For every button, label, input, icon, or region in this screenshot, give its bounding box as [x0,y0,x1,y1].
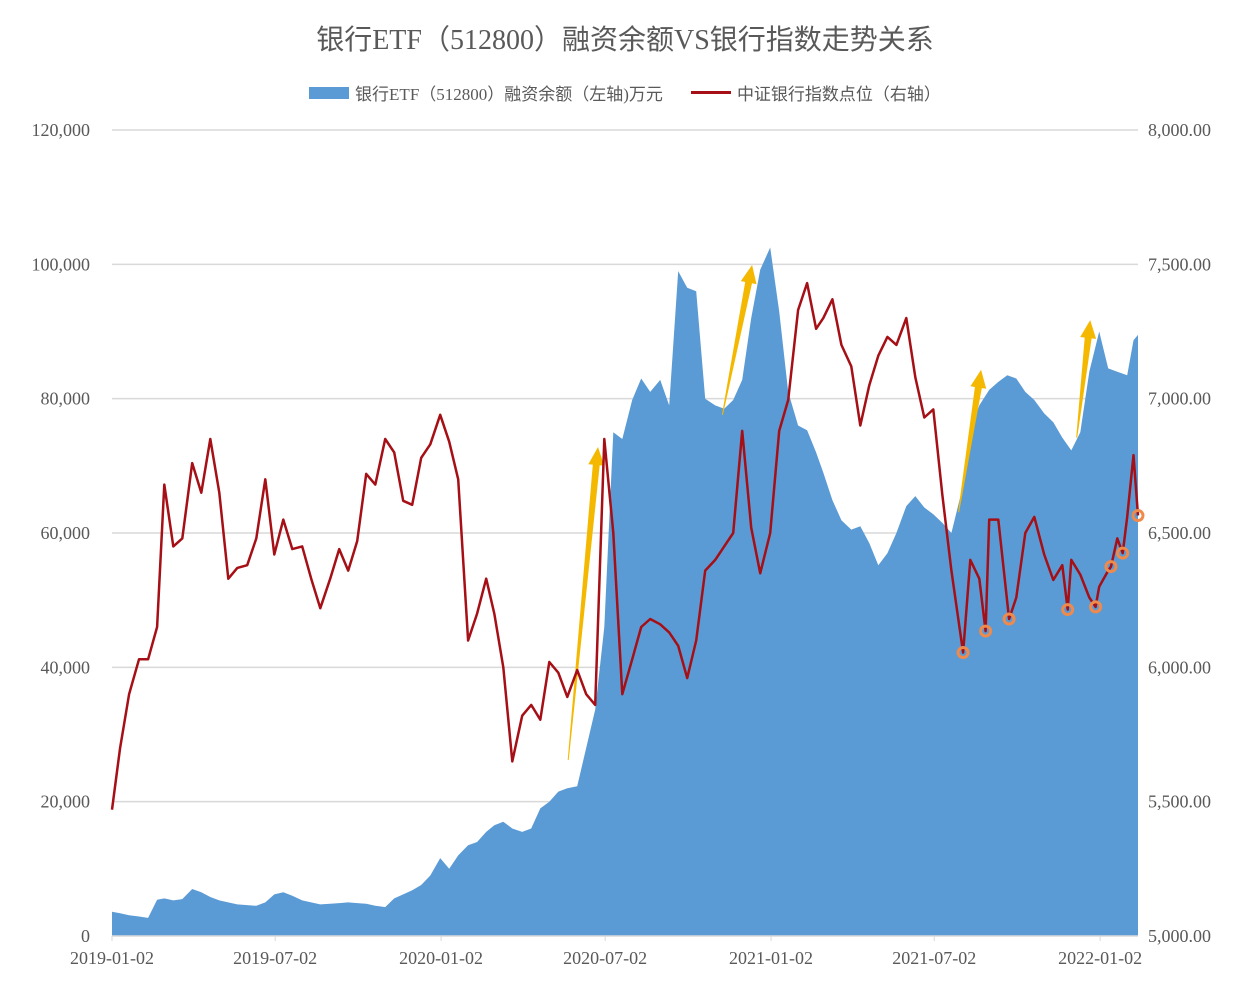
x-tick-label: 2020-07-02 [563,948,647,968]
low-point-marker [1131,509,1145,523]
x-tick-label: 2022-01-02 [1058,948,1142,968]
y-right-tick-label: 7,500.00 [1148,254,1211,274]
legend-label-bank-index: 中证银行指数点位（右轴） [736,85,941,104]
y-right-tick-label: 5,500.00 [1148,792,1211,812]
yellow-arrow-annotation [567,447,605,761]
y-left-tick-label: 0 [81,926,90,946]
x-tick-label: 2021-07-02 [892,948,976,968]
low-point-marker [979,624,993,638]
y-right-tick-label: 7,000.00 [1148,389,1211,409]
y-right-tick-label: 8,000.00 [1148,120,1211,140]
y-left-tick-label: 40,000 [41,657,91,677]
y-left-tick-label: 20,000 [41,792,91,812]
yellow-arrow-annotation [958,369,987,513]
bank-index-line [110,281,1140,810]
legend-swatch-line [690,91,731,94]
y-left-tick-label: 60,000 [41,523,91,543]
yellow-arrow-annotation [1076,320,1097,438]
low-point-marker [1116,546,1130,560]
y-left-tick-label: 100,000 [32,254,91,274]
y-right-tick-label: 6,000.00 [1148,657,1211,677]
yellow-arrow-annotation [721,265,757,415]
legend-item-bank-index: 中证银行指数点位（右轴） [690,80,941,105]
x-tick-label: 2019-01-02 [70,948,154,968]
low-point-marker [1061,603,1075,617]
legend-item-financing-balance: 银行ETF（512800）融资余额（左轴)万元 [309,80,663,105]
low-point-marker [956,646,970,660]
x-tick-label: 2019-07-02 [233,948,317,968]
x-tick-label: 2020-01-02 [399,948,483,968]
low-point-marker [1104,560,1118,574]
low-point-marker [1002,612,1016,626]
y-right-tick-label: 6,500.00 [1148,523,1211,543]
chart-title: 银行ETF（512800）融资余额VS银行指数走势关系 [316,25,934,56]
y-left-tick-label: 80,000 [41,389,91,409]
x-tick-label: 2021-01-02 [729,948,813,968]
y-right-tick-label: 5,000.00 [1148,926,1211,946]
y-left-tick-label: 120,000 [32,120,91,140]
financing-balance-area [112,247,1138,936]
legend: 银行ETF（512800）融资余额（左轴)万元 中证银行指数点位（右轴） [0,80,1250,105]
legend-swatch-area [309,86,350,99]
low-point-marker [1089,600,1103,614]
legend-label-financing-balance: 银行ETF（512800）融资余额（左轴)万元 [355,85,663,104]
